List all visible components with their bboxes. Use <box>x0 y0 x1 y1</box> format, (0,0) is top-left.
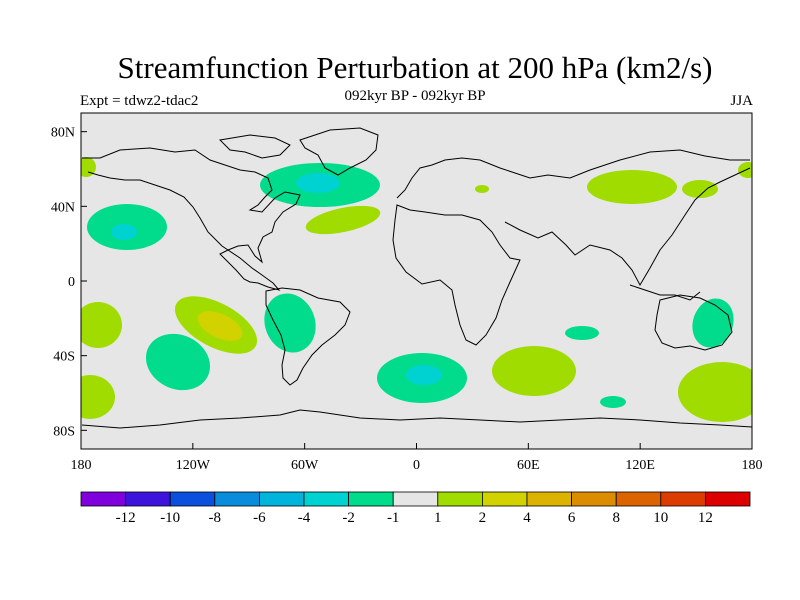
anomaly-south-pacific-core <box>197 311 243 341</box>
y-tick-label: 80N <box>51 126 75 141</box>
colorbar-label: -1 <box>387 510 400 526</box>
anomaly-southeast-pacific-low <box>145 333 211 391</box>
colorbar-label: 8 <box>612 510 620 526</box>
colorbar-label: 6 <box>568 510 576 526</box>
anomaly-indian-ocean-low <box>565 326 599 340</box>
colorbar-swatch <box>481 491 528 507</box>
anomaly-west-edge-south-high <box>81 302 122 348</box>
y-axis-ticks: 80N 40N 0 40S 80S <box>51 126 87 439</box>
anomaly-mongolia-high <box>587 170 677 204</box>
coastline-north-america <box>82 147 301 291</box>
colorbar <box>80 491 751 507</box>
coastline-indonesia <box>629 284 701 301</box>
colorbar-label: -6 <box>253 510 266 526</box>
map-title: Streamfunction Perturbation at 200 hPa (… <box>117 50 713 85</box>
y-tick-label: 40S <box>53 350 75 365</box>
colorbar-swatch <box>169 491 216 507</box>
anomaly-japan-high <box>682 180 718 198</box>
colorbar-swatch <box>571 491 617 507</box>
colorbar-swatch <box>80 491 126 507</box>
colorbar-label: -8 <box>209 510 222 526</box>
coastline-greenland <box>299 127 379 176</box>
coastline-australia <box>654 294 733 351</box>
colorbar-swatch <box>615 491 662 507</box>
colorbar-swatch <box>348 491 394 507</box>
colorbar-label: 2 <box>479 510 487 526</box>
coastline-europe <box>396 149 750 199</box>
colorbar-label: 1 <box>434 510 442 526</box>
coastline-arctic-islands <box>218 134 291 159</box>
colorbar-label: 12 <box>698 510 713 526</box>
x-tick-label: 60W <box>291 458 319 473</box>
colorbar-swatch <box>258 491 305 507</box>
x-axis-ticks: 180 120W 60W 0 60E 120E 180 <box>71 443 763 473</box>
coastlines <box>81 127 752 429</box>
anomaly-small-south-high <box>600 396 626 408</box>
colorbar-label: -12 <box>116 510 136 526</box>
colorbar-swatch <box>660 491 706 507</box>
x-tick-label: 60E <box>517 458 540 473</box>
x-tick-label: 180 <box>742 458 763 473</box>
anomaly-australia-low <box>692 298 734 348</box>
colorbar-swatch <box>214 491 260 507</box>
colorbar-swatch <box>437 491 483 507</box>
anomaly-north-atlantic-core <box>296 173 340 193</box>
y-tick-label: 80S <box>53 424 75 439</box>
colorbar-swatch <box>705 491 751 507</box>
anomaly-west-edge-far-south-high <box>81 375 115 419</box>
season-label: JJA <box>730 93 753 109</box>
x-tick-label: 120W <box>176 458 211 473</box>
colorbar-swatch <box>303 491 349 507</box>
anomaly-layer <box>81 157 752 422</box>
coastline-south-america <box>265 287 351 386</box>
anomaly-atlantic-high <box>305 205 381 235</box>
colorbar-label: 4 <box>523 510 531 526</box>
y-tick-label: 40N <box>51 200 75 215</box>
coastline-antarctica <box>81 409 752 429</box>
colorbar-label: -10 <box>160 510 180 526</box>
anomaly-south-atlantic-core <box>406 365 442 385</box>
y-tick-label: 0 <box>68 275 75 290</box>
anomaly-south-america-low <box>264 293 316 353</box>
coastline-asia <box>504 167 751 287</box>
colorbar-label: -4 <box>298 510 311 526</box>
colorbar-swatch <box>392 491 439 507</box>
colorbar-swatch <box>526 491 572 507</box>
map-subtitle: 092kyr BP - 092kyr BP <box>344 88 486 104</box>
colorbar-label: 10 <box>653 510 668 526</box>
colorbar-swatch <box>125 491 171 507</box>
coastline-africa <box>392 204 521 346</box>
anomaly-new-zealand-high <box>678 362 752 422</box>
x-tick-label: 180 <box>71 458 92 473</box>
experiment-label: Expt = tdwz2-tdac2 <box>80 93 199 109</box>
anomaly-east-edge-high <box>738 162 752 178</box>
x-tick-label: 120E <box>625 458 655 473</box>
anomaly-west-edge-high <box>81 157 96 177</box>
anomaly-south-indian-high <box>492 346 576 396</box>
anomaly-small-high <box>475 185 489 193</box>
anomaly-north-pacific-core <box>111 224 137 240</box>
colorbar-labels: -12 -10 -8 -6 -4 -2 -1 1 2 4 6 8 10 12 <box>116 510 713 526</box>
x-tick-label: 0 <box>413 458 420 473</box>
colorbar-label: -2 <box>342 510 355 526</box>
